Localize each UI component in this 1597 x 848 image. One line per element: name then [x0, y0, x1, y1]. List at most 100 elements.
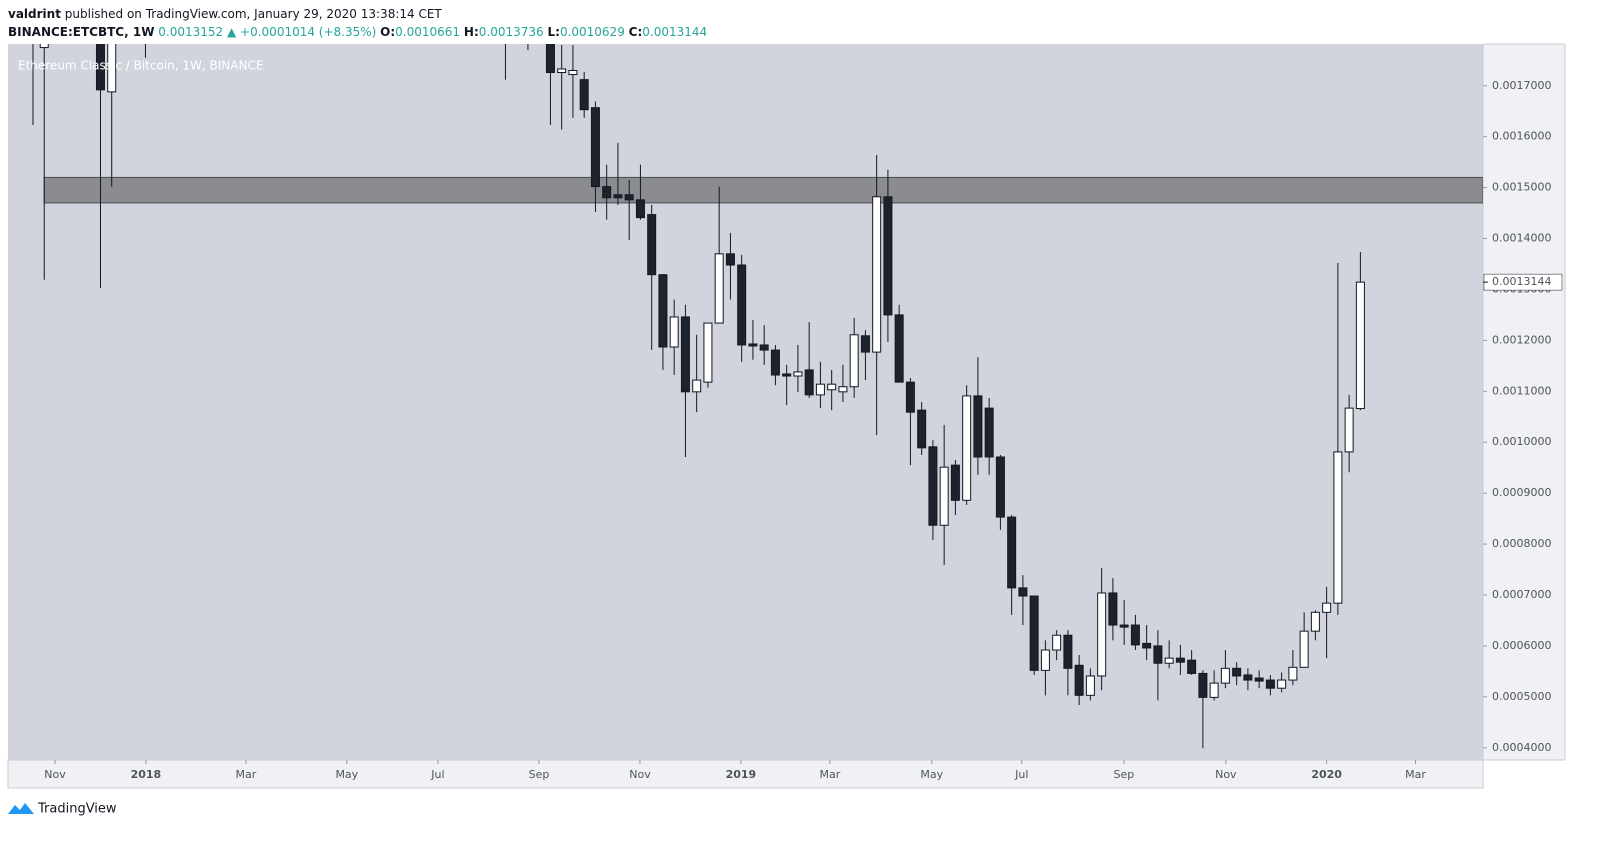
candle-body	[107, 44, 117, 93]
y-tick-label: 0.0017000	[1492, 79, 1552, 92]
candle-body	[602, 186, 612, 199]
candle-body	[1052, 634, 1062, 651]
x-tick-label: Nov	[44, 768, 66, 781]
last-price-label: 0.0013144	[1492, 275, 1552, 288]
candle-body	[579, 79, 589, 111]
x-tick-label: Mar	[236, 768, 257, 781]
candle-body	[95, 44, 105, 91]
candle-body	[1333, 451, 1343, 604]
candle-body	[1063, 634, 1073, 669]
candle-body	[1085, 675, 1095, 696]
candle-body	[1288, 666, 1298, 681]
o-value: 0.0010661	[395, 25, 460, 39]
candle-body	[1108, 592, 1118, 626]
h-label: H:	[464, 25, 479, 39]
candle-body	[590, 107, 600, 188]
candle-body	[1355, 281, 1365, 410]
candle-body	[1142, 642, 1152, 649]
candle-body	[759, 344, 769, 351]
o-label: O:	[380, 25, 395, 39]
candle-body	[905, 381, 915, 413]
candle-body	[1299, 630, 1309, 668]
x-tick-label: Jul	[1014, 768, 1028, 781]
symbol-line: BINANCE:ETCBTC, 1W 0.0013152 ▲ +0.000101…	[8, 25, 707, 39]
candle-body	[1232, 667, 1242, 677]
y-tick-label: 0.0004000	[1492, 741, 1552, 754]
y-tick-label: 0.0005000	[1492, 690, 1552, 703]
x-tick-label: Jul	[430, 768, 444, 781]
x-tick-label: 2020	[1311, 768, 1342, 781]
symbol: BINANCE:ETCBTC, 1W	[8, 25, 154, 39]
candle-body	[770, 349, 780, 376]
candle-body	[838, 386, 848, 393]
candle-body	[545, 44, 555, 74]
x-tick-label: Sep	[529, 768, 550, 781]
candle-body	[1322, 602, 1332, 613]
plot	[32, 44, 1483, 749]
last-price: 0.0013152	[158, 25, 223, 39]
x-tick-label: May	[920, 768, 943, 781]
x-axis-band	[7, 759, 1484, 789]
candle-body	[827, 383, 837, 391]
candle-body	[894, 314, 904, 383]
change: ▲ +0.0001014 (+8.35%)	[227, 25, 376, 39]
candle-body	[647, 214, 657, 276]
candle-body	[939, 466, 949, 526]
logo	[8, 803, 34, 814]
y-tick-label: 0.0012000	[1492, 333, 1552, 346]
published: published on TradingView.com, January 29…	[65, 7, 443, 21]
l-value: 0.0010629	[560, 25, 625, 39]
y-tick-label: 0.0007000	[1492, 588, 1552, 601]
c-value: 0.0013144	[642, 25, 707, 39]
candle-body	[1130, 624, 1140, 646]
x-tick-label: May	[335, 768, 358, 781]
c-label: C:	[629, 25, 643, 39]
y-tick-label: 0.0008000	[1492, 537, 1552, 550]
candle-body	[804, 369, 814, 396]
candle-body	[1277, 679, 1287, 689]
candle-body	[793, 371, 803, 377]
candle-body	[680, 316, 690, 393]
candle-body	[782, 373, 792, 377]
candle-body	[635, 199, 645, 219]
candle-body	[703, 322, 713, 383]
x-tick-label: 2019	[726, 768, 757, 781]
candle-body	[714, 253, 724, 324]
candle-body	[860, 335, 870, 353]
candle-body	[748, 343, 758, 347]
candle-body	[669, 316, 679, 348]
candle-body	[1265, 679, 1275, 689]
candle-body	[1243, 674, 1253, 681]
candle-body	[725, 253, 735, 266]
x-tick-label: Mar	[1405, 768, 1426, 781]
h-value: 0.0013736	[479, 25, 544, 39]
header-line: valdrint published on TradingView.com, J…	[8, 7, 442, 21]
candle-body	[1187, 659, 1197, 674]
candle-body	[568, 69, 578, 76]
candle-body	[1153, 645, 1163, 664]
x-tick-label: 2018	[131, 768, 162, 781]
candle-body	[1209, 682, 1219, 698]
candle-body	[613, 194, 623, 199]
y-tick-label: 0.0006000	[1492, 639, 1552, 652]
candle-body	[928, 446, 938, 526]
candle-body	[1175, 657, 1185, 663]
author: valdrint	[8, 7, 61, 21]
chart-title: Ethereum Classic / Bitcoin, 1W, BINANCE	[18, 59, 263, 73]
y-tick-label: 0.0016000	[1492, 130, 1552, 143]
candle-body	[973, 395, 983, 458]
candle-body	[1198, 672, 1208, 698]
x-tick-label: Sep	[1114, 768, 1135, 781]
candle-body	[737, 264, 747, 346]
candle-body	[624, 194, 634, 201]
footer-brand[interactable]: TradingView	[37, 802, 117, 817]
candle-body	[883, 196, 893, 316]
plot-background	[8, 44, 1483, 760]
candle-body	[1018, 587, 1028, 597]
candle-body	[39, 44, 49, 49]
candle-body	[557, 68, 567, 74]
candle-body	[1220, 667, 1230, 684]
candle-body	[1254, 677, 1264, 682]
x-tick-label: Mar	[819, 768, 840, 781]
